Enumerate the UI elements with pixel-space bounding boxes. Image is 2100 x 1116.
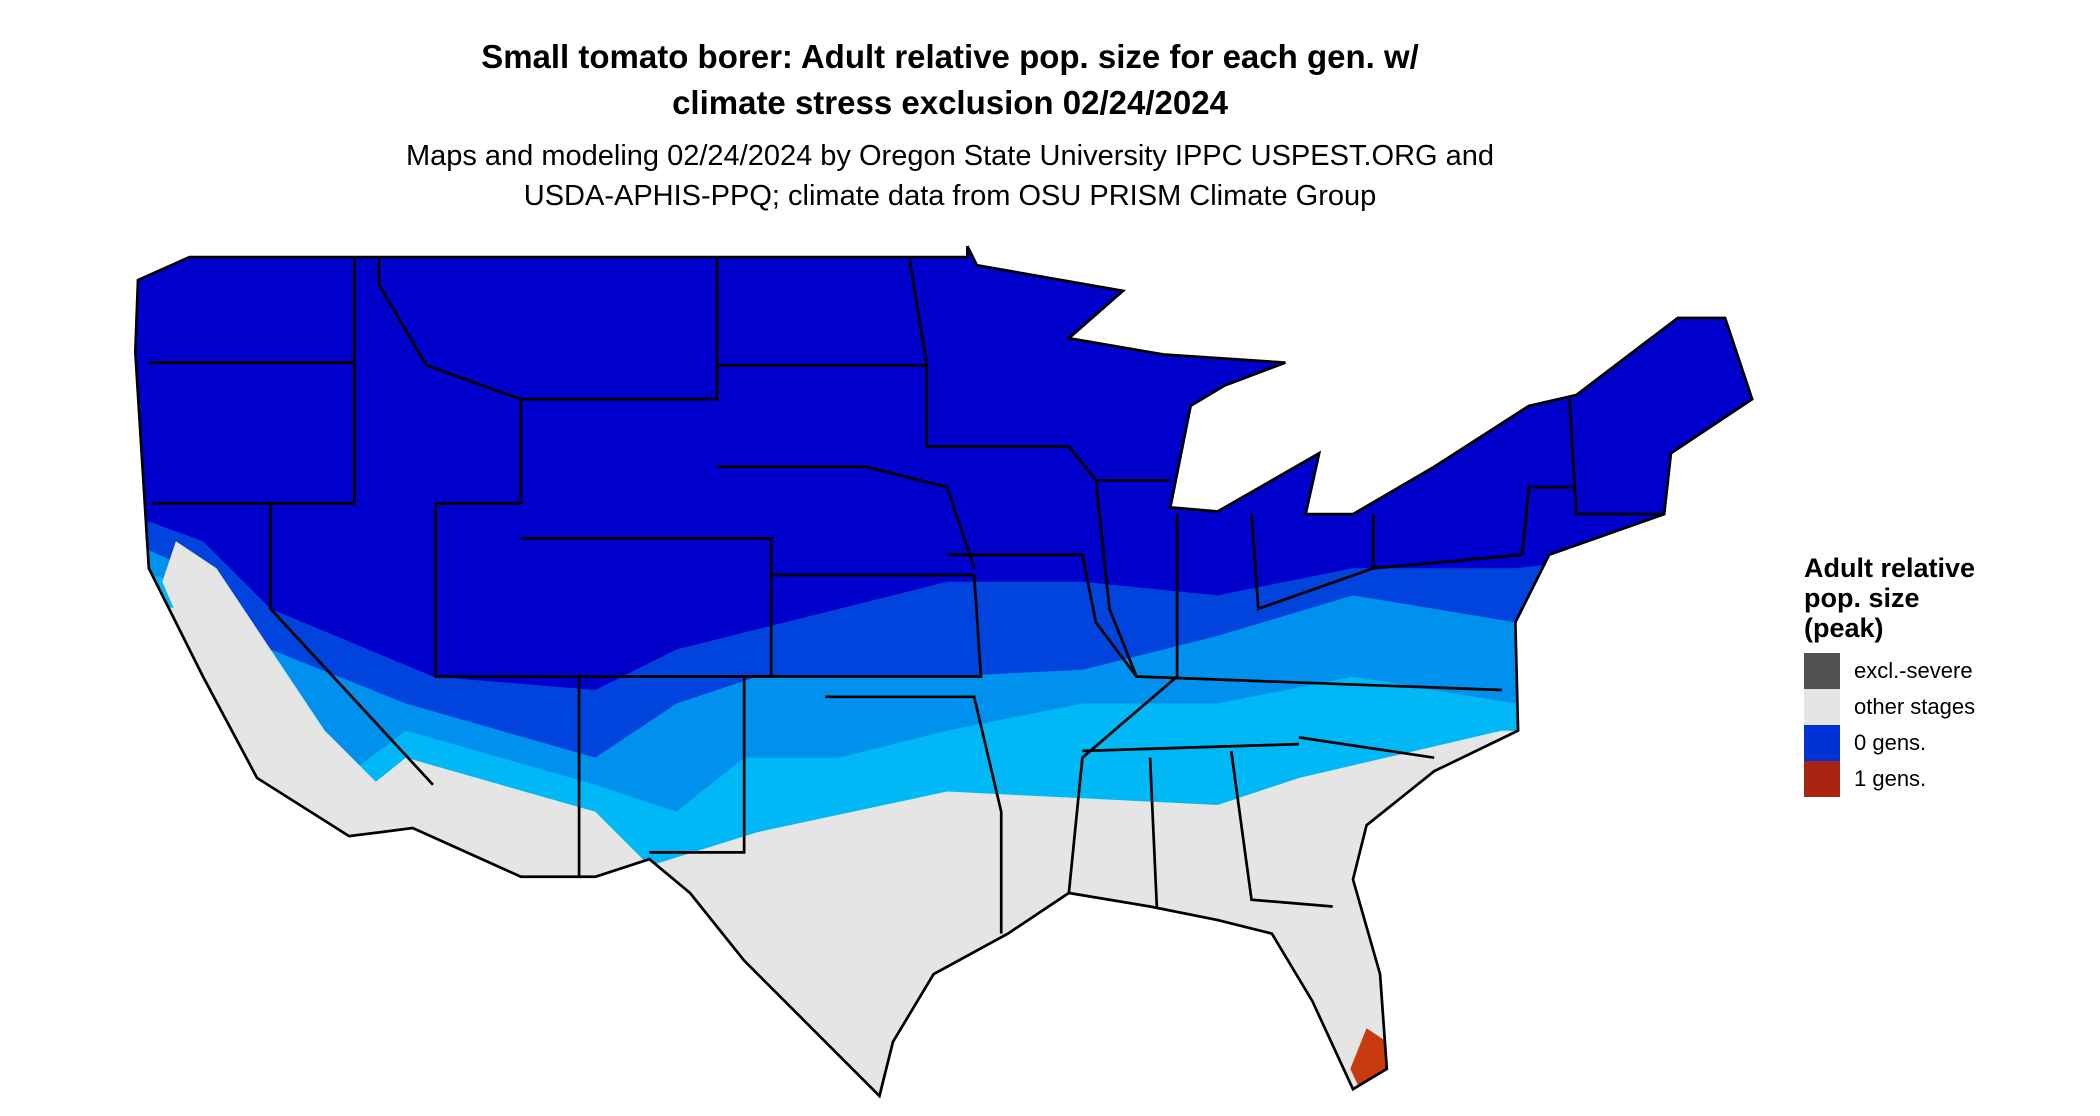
- legend-swatch: [1804, 761, 1840, 797]
- legend-item-other-stages: other stages: [1804, 689, 2024, 725]
- legend-title-line: Adult relative: [1804, 553, 1976, 583]
- state-borders: [133, 244, 1754, 1098]
- map-subtitle: Maps and modeling 02/24/2024 by Oregon S…: [0, 136, 1900, 216]
- map-title: Small tomato borer: Adult relative pop. …: [0, 34, 1900, 126]
- legend: Adult relative pop. size (peak) excl.-se…: [1804, 553, 2024, 797]
- legend-item-1-gens: 1 gens.: [1804, 761, 2024, 797]
- title-line-1: Small tomato borer: Adult relative pop. …: [481, 38, 1419, 75]
- title-line-2: climate stress exclusion 02/24/2024: [672, 84, 1228, 121]
- subtitle-line-2: USDA-APHIS-PPQ; climate data from OSU PR…: [523, 180, 1377, 212]
- subtitle-line-1: Maps and modeling 02/24/2024 by Oregon S…: [405, 140, 1495, 172]
- legend-title-line: (peak): [1804, 613, 1884, 643]
- legend-label: excl.-severe: [1854, 658, 1973, 683]
- legend-swatch: [1804, 725, 1840, 761]
- legend-title-line: pop. size: [1804, 583, 1920, 613]
- legend-title: Adult relative pop. size (peak): [1804, 553, 2024, 643]
- region-california-gray: [162, 541, 379, 837]
- legend-item-excl-severe: excl.-severe: [1804, 653, 2024, 689]
- legend-swatch: [1804, 689, 1840, 725]
- legend-item-0-gens: 0 gens.: [1804, 725, 2024, 761]
- legend-label: 1 gens.: [1854, 766, 1927, 791]
- legend-label: 0 gens.: [1854, 730, 1927, 755]
- legend-label: other stages: [1854, 694, 1976, 719]
- legend-swatch: [1804, 653, 1840, 689]
